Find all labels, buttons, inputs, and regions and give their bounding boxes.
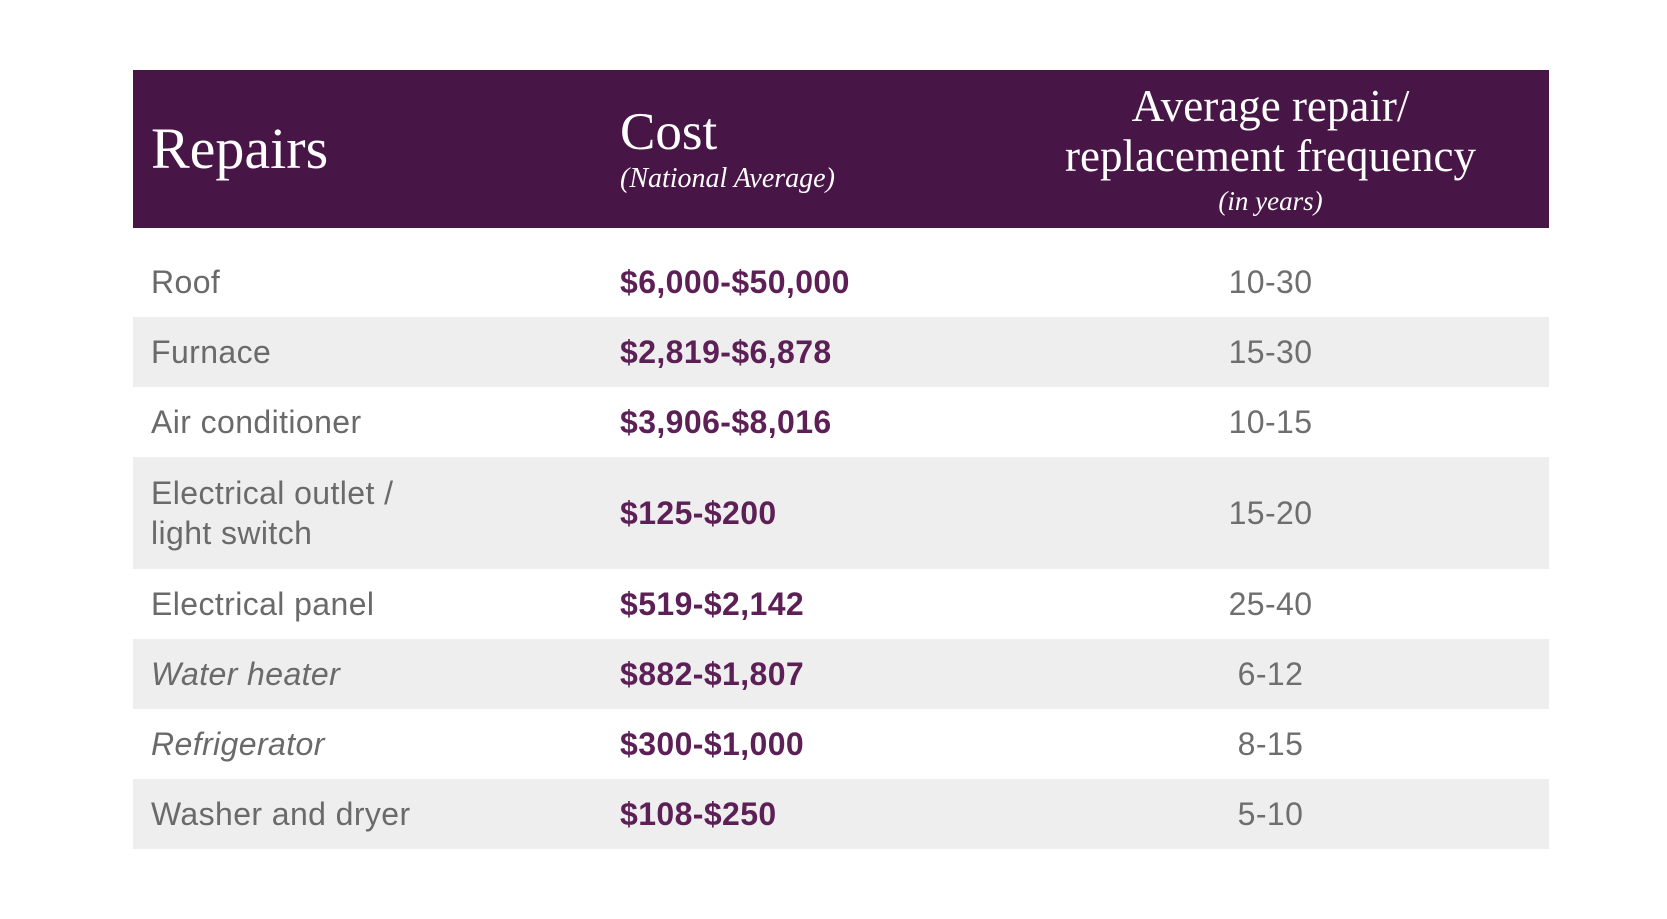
cost-header-label: Cost (620, 102, 718, 161)
repair-name-line: Refrigerator (151, 726, 325, 762)
repair-name-line: Water heater (151, 656, 341, 692)
frequency-value-cell: 15-20 (1228, 494, 1313, 531)
cost-value-cell: $6,000-$50,000 (620, 263, 850, 300)
table-row: Refrigerator $300-$1,000 8-15 (133, 709, 1549, 779)
header-repairs-column: Repairs (133, 70, 620, 228)
table-row: Furnace $2,819-$6,878 15-30 (133, 317, 1549, 387)
repair-name-cell: Washer and dryer (133, 794, 620, 834)
frequency-value-cell: 5-10 (1237, 795, 1304, 832)
frequency-value-cell: 15-30 (1228, 333, 1313, 370)
table-row: Washer and dryer $108-$250 5-10 (133, 779, 1549, 849)
frequency-header-line2: replacement frequency (1065, 131, 1476, 181)
cost-value-cell: $2,819-$6,878 (620, 333, 832, 370)
cost-value-cell: $125-$200 (620, 494, 777, 531)
cost-value-cell: $300-$1,000 (620, 725, 805, 762)
repair-name-cell: Electrical panel (133, 584, 620, 624)
header-body-gap (133, 228, 1549, 247)
frequency-value-cell: 25-40 (1228, 585, 1313, 622)
repair-name-line: Electrical panel (151, 586, 375, 622)
cost-value-cell: $519-$2,142 (620, 585, 805, 622)
repair-name-cell: Air conditioner (133, 402, 620, 442)
header-frequency-column: Average repair/ replacement frequency (i… (992, 70, 1549, 228)
repair-name-cell: Refrigerator (133, 724, 620, 764)
cost-value-cell: $108-$250 (620, 795, 777, 832)
repair-name-line: Washer and dryer (151, 796, 411, 832)
frequency-header-line1: Average repair/ (1131, 81, 1410, 131)
cost-value-cell: $882-$1,807 (620, 655, 805, 692)
cost-value-cell: $3,906-$8,016 (620, 403, 832, 440)
table-row: Electrical outlet / light switch $125-$200… (133, 457, 1549, 569)
repair-name-cell: Furnace (133, 332, 620, 372)
header-cost-column: Cost (National Average) (620, 70, 992, 228)
repair-name-line: Air conditioner (151, 404, 362, 440)
table-row: Air conditioner $3,906-$8,016 10-15 (133, 387, 1549, 457)
frequency-header-sublabel: (in years) (1218, 186, 1323, 216)
frequency-value-cell: 10-15 (1228, 403, 1313, 440)
repair-cost-table: Repairs Cost (National Average) Average … (133, 70, 1549, 849)
repair-name-cell: Electrical outlet / light switch (133, 473, 620, 553)
frequency-value-cell: 6-12 (1237, 655, 1304, 692)
table-body: Roof $6,000-$50,000 10-30 Furnace $2,819-$6,… (133, 247, 1549, 849)
repair-name-cell: Water heater (133, 654, 620, 694)
repair-name-line: Furnace (151, 334, 272, 370)
table-row: Electrical panel $519-$2,142 25-40 (133, 569, 1549, 639)
repairs-header-label: Repairs (151, 116, 329, 181)
cost-header-sublabel: (National Average) (620, 162, 835, 194)
table-header: Repairs Cost (National Average) Average … (133, 70, 1549, 228)
table-row: Water heater $882-$1,807 6-12 (133, 639, 1549, 709)
repair-name-line: light switch (151, 515, 313, 551)
frequency-value-cell: 10-30 (1228, 263, 1313, 300)
repair-name-line: Roof (151, 264, 221, 300)
table-row: Roof $6,000-$50,000 10-30 (133, 247, 1549, 317)
frequency-value-cell: 8-15 (1237, 725, 1304, 762)
repair-name-line: Electrical outlet / (151, 475, 394, 511)
repair-name-cell: Roof (133, 262, 620, 302)
